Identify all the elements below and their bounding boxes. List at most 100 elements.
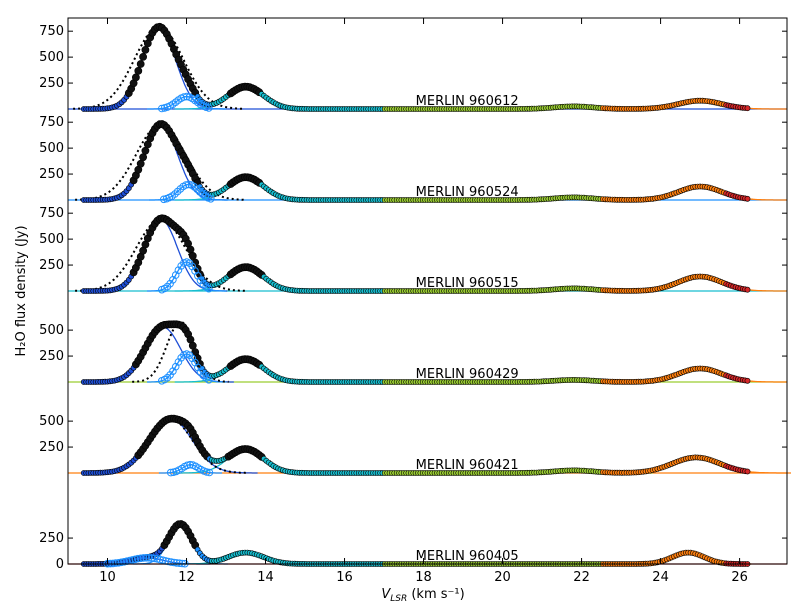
- spectrum-panel: MERLIN 960515: [68, 214, 787, 294]
- component-point: [139, 554, 148, 562]
- y-tick-label: 250: [39, 167, 64, 182]
- y-tick-label: 500: [39, 414, 64, 429]
- x-tick-label: 22: [573, 570, 590, 585]
- x-tick-label: 20: [494, 570, 511, 585]
- component-point: [170, 558, 178, 567]
- y-tick-label: 750: [39, 115, 64, 130]
- reference-profile-dotted: [73, 26, 245, 110]
- component-point: [120, 558, 128, 566]
- component-point: [180, 93, 188, 101]
- component-point: [205, 468, 214, 477]
- spectrum-point: [744, 195, 751, 202]
- y-tick-label: 250: [39, 531, 64, 546]
- panel-label: MERLIN 960421: [416, 458, 519, 473]
- component-point: [205, 376, 213, 384]
- panel-label: MERLIN 960515: [416, 276, 519, 291]
- spectrum-point: [139, 53, 147, 61]
- x-axis-label-var: V: [381, 587, 391, 602]
- spectrum-point: [141, 46, 150, 54]
- x-ticks: 10 12 14 16 18 20 22 24 26: [99, 18, 748, 585]
- spectrum-panel: MERLIN 960429: [68, 320, 787, 385]
- spectrum-point: [136, 159, 145, 168]
- component-point: [128, 556, 137, 564]
- reference-profile-dotted: [94, 418, 247, 474]
- component-point: [175, 559, 184, 568]
- spectrum-point: [744, 377, 751, 384]
- component-point: [183, 461, 192, 470]
- y-tick-label: 250: [39, 258, 64, 273]
- axes-frame: [67, 17, 788, 565]
- y-tick-label: 0: [56, 557, 64, 572]
- x-tick-label: 12: [178, 570, 195, 585]
- component-point: [112, 559, 120, 567]
- component-point: [148, 554, 156, 562]
- component-point: [114, 559, 123, 567]
- component-point: [205, 284, 213, 293]
- x-tick-label: 18: [415, 570, 432, 585]
- spectrum-panel: MERLIN 960405: [68, 520, 787, 568]
- component-point: [205, 104, 213, 112]
- y-tick-label: 500: [39, 323, 64, 338]
- component-point: [196, 188, 204, 196]
- component-point: [160, 195, 168, 204]
- component-point: [158, 104, 166, 113]
- y-tick-label: 500: [39, 141, 64, 156]
- spectrum-point: [188, 251, 197, 260]
- y-tick-label: 500: [39, 50, 64, 65]
- panel-label: MERLIN 960405: [416, 549, 519, 564]
- component-point: [153, 555, 162, 563]
- reference-profile-dotted: [132, 320, 229, 383]
- y-tick-label: 250: [39, 440, 64, 455]
- component-point: [131, 555, 139, 564]
- component-point: [202, 468, 211, 476]
- panel-label: MERLIN 960524: [416, 185, 519, 200]
- component-point: [109, 559, 117, 568]
- spectrum-point: [139, 153, 147, 162]
- component-point: [134, 554, 142, 563]
- x-axis-label-sub: LSR: [390, 594, 407, 604]
- x-tick-label: 16: [336, 570, 353, 585]
- y-tick-label: 250: [39, 76, 64, 91]
- component-point: [150, 554, 159, 563]
- spectrum-panel: MERLIN 960421: [68, 414, 791, 477]
- spectrum-point: [744, 286, 751, 293]
- y-tick-label: 750: [39, 24, 64, 39]
- component-point: [172, 559, 181, 567]
- component-point: [136, 554, 145, 563]
- component-point: [166, 468, 175, 477]
- x-tick-label: 26: [731, 570, 748, 585]
- component-point: [171, 190, 179, 198]
- x-tick-label: 14: [257, 570, 274, 585]
- y-ticks: 250 500 750 250 500 750 250 500 750 250 500 250 500 0…: [39, 24, 787, 572]
- component-point: [167, 558, 175, 566]
- x-axis-label: VLSR (km s⁻¹): [381, 587, 464, 604]
- component-point: [186, 460, 194, 469]
- spectrum-point: [131, 73, 140, 82]
- spectrum-panel: MERLIN 960524: [68, 120, 787, 204]
- panel-label: MERLIN 960429: [416, 367, 519, 382]
- spectrum-point: [744, 105, 751, 112]
- component-point: [117, 558, 126, 567]
- component-point: [156, 555, 164, 564]
- y-tick-label: 500: [39, 232, 64, 247]
- component-point: [145, 554, 153, 562]
- component-fit-curve: [92, 26, 226, 110]
- spectrum-point: [136, 60, 145, 68]
- component-point: [207, 195, 215, 203]
- y-tick-label: 250: [39, 349, 64, 364]
- component-point: [182, 92, 191, 101]
- spectrum-point: [134, 67, 143, 75]
- component-point: [142, 554, 150, 562]
- y-tick-label: 750: [39, 206, 64, 221]
- component-point: [182, 181, 190, 189]
- component-point: [164, 557, 173, 566]
- x-axis-label-units: (km s⁻¹): [407, 587, 464, 602]
- panels-layer: MERLIN 960612 MERLIN 960524 MERLIN 960515 M…: [68, 22, 791, 568]
- panel-label: MERLIN 960612: [416, 94, 519, 109]
- y-axis-label: H₂O flux density (Jy): [14, 225, 29, 356]
- spectrum-point: [744, 468, 751, 475]
- component-fit-curve: [83, 418, 258, 474]
- x-tick-label: 10: [99, 570, 116, 585]
- x-tick-label: 24: [652, 570, 669, 585]
